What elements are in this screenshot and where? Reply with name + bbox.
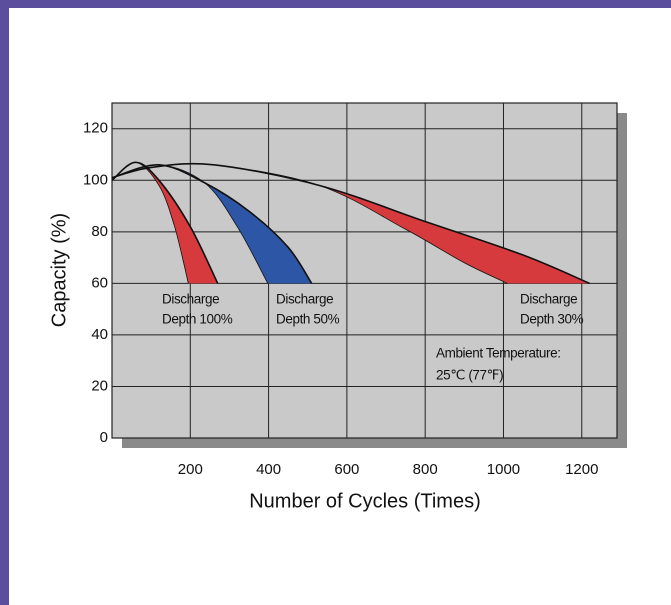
- y-tick-label: 60: [91, 274, 108, 291]
- annotation: Depth 100%: [162, 312, 233, 327]
- band-fill: [112, 163, 590, 284]
- annotation: Depth 50%: [276, 312, 340, 327]
- curve-inner: [111, 163, 508, 284]
- x-tick-label: 1200: [565, 461, 598, 478]
- band-fill: [112, 164, 312, 284]
- frame-top: [0, 0, 671, 8]
- x-tick-label: 800: [413, 461, 438, 478]
- x-tick-label: 200: [178, 461, 203, 478]
- y-tick-label: 40: [91, 326, 108, 343]
- y-axis-label: Capacity (%): [48, 213, 70, 327]
- band-fill: [112, 162, 218, 284]
- annotation: Ambient Temperature:: [436, 346, 561, 361]
- y-tick-label: 0: [100, 429, 108, 446]
- y-tick-label: 120: [83, 120, 108, 137]
- curve-inner: [111, 164, 269, 284]
- annotation: Discharge: [162, 292, 219, 307]
- annotation: Depth 30%: [520, 312, 584, 327]
- x-tick-label: 600: [334, 461, 359, 478]
- annotation: Discharge: [276, 292, 333, 307]
- x-tick-label: 1000: [487, 461, 520, 478]
- y-tick-label: 80: [91, 223, 108, 240]
- frame-left: [0, 0, 9, 605]
- x-tick-label: 400: [256, 461, 281, 478]
- annotation: Discharge: [520, 292, 577, 307]
- curve-inner: [111, 161, 189, 284]
- x-axis-label: Number of Cycles (Times): [249, 490, 481, 512]
- y-tick-label: 100: [83, 171, 108, 188]
- annotation: 25℃ (77℉): [436, 368, 503, 383]
- y-tick-label: 20: [91, 377, 108, 394]
